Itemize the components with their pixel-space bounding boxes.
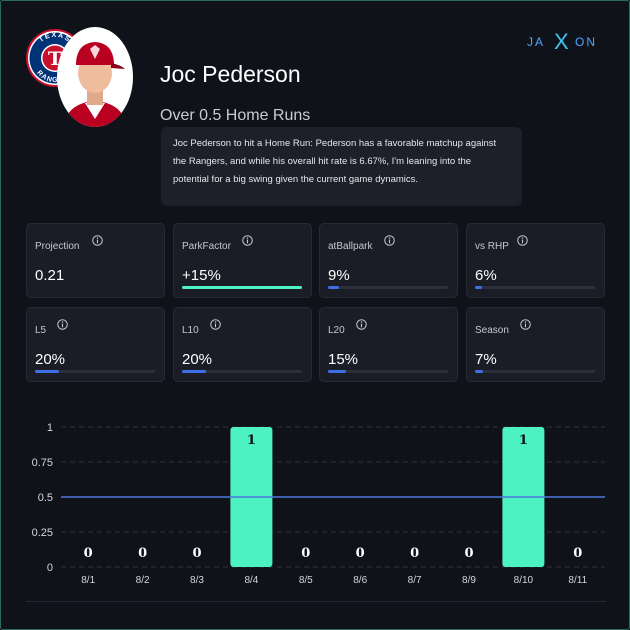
stat-label: vs RHP [475,241,509,252]
stat-value: 15% [328,351,359,368]
brand-right: ON [575,35,597,49]
stat-value: 6% [475,267,497,284]
stat-card-l5: L5 20% [26,307,165,382]
stat-label: Season [475,325,509,336]
stat-card-atballpark: atBallpark 9% [319,223,458,298]
stat-bar-track [328,370,448,373]
stat-label: L5 [35,325,47,336]
player-headshot [57,27,133,127]
analysis-text: Joc Pederson to hit a Home Run: Pederson… [161,127,522,206]
svg-text:TEXAS: TEXAS [38,32,72,44]
stat-label: L10 [182,325,199,336]
stat-card-vs-rhp: vs RHP 6% [466,223,605,298]
stat-label: Projection [35,241,80,252]
y-tick-label: 0.75 [32,457,53,469]
stat-value: 0.21 [35,267,65,284]
stat-label: ParkFactor [182,241,231,252]
stat-bar-fill [328,286,339,289]
x-tick-label: 8/10 [514,575,534,586]
info-icon[interactable] [384,235,395,246]
stat-value: 9% [328,267,350,284]
y-tick-label: 0.25 [32,527,53,539]
data-label: 0 [356,546,365,561]
stat-bar-track [475,370,595,373]
stat-bar-track [35,370,155,373]
brand-mid: X [554,29,569,53]
stat-bar-track [475,286,595,289]
stat-value: 7% [475,351,497,368]
jaxon-logo: JA X ON [527,29,597,53]
stat-card-parkfactor: ParkFactor +15% [173,223,312,298]
data-label: 0 [84,546,93,561]
home-run-history-chart: 00.250.50.75108/108/208/318/408/508/608/… [32,422,605,586]
y-tick-label: 0 [47,562,53,574]
stat-bar-track [182,370,302,373]
stat-label: L20 [328,325,345,336]
player-name: Joc Pederson [160,61,301,87]
stat-bar-track [182,286,302,289]
stat-card-l20: L20 15% [319,307,458,382]
x-tick-label: 8/7 [408,575,422,586]
data-label: 1 [247,433,256,448]
info-icon[interactable] [210,319,221,330]
stat-bar-fill [182,370,206,373]
data-label: 0 [410,546,419,561]
info-icon[interactable] [517,235,528,246]
y-tick-label: 0.5 [38,492,53,504]
stat-card-l10: L10 20% [173,307,312,382]
info-icon[interactable] [356,319,367,330]
data-label: 0 [301,546,310,561]
info-icon[interactable] [242,235,253,246]
stat-bar-fill [328,370,346,373]
x-tick-label: 8/5 [299,575,313,586]
y-tick-label: 1 [47,422,53,434]
info-icon[interactable] [92,235,103,246]
data-label: 0 [192,546,201,561]
stat-value: +15% [182,267,221,284]
stat-bar-track [328,286,448,289]
logo-top-text: TEXAS [38,32,71,44]
x-tick-label: 8/3 [190,575,204,586]
x-tick-label: 8/2 [136,575,150,586]
stat-label: atBallpark [328,241,373,252]
x-tick-label: 8/1 [81,575,95,586]
info-icon[interactable] [520,319,531,330]
brand-left: JA [527,35,545,49]
stat-bar-fill [475,286,483,289]
stat-card-season: Season 7% [466,307,605,382]
stat-value: 20% [182,351,213,368]
data-label: 0 [464,546,473,561]
x-tick-label: 8/9 [462,575,476,586]
data-label: 1 [519,433,528,448]
data-label: 0 [138,546,147,561]
stat-bar-fill [182,286,302,289]
stat-card-projection: Projection 0.21 [26,223,165,298]
stat-value: 20% [35,351,66,368]
data-label: 0 [573,546,582,561]
bottom-divider [26,601,606,602]
x-tick-label: 8/4 [244,575,258,586]
stat-bar-fill [35,370,59,373]
market-title: Over 0.5 Home Runs [160,107,311,124]
x-tick-label: 8/11 [568,575,587,586]
info-icon[interactable] [57,319,68,330]
stat-bar-fill [475,370,484,373]
x-tick-label: 8/6 [353,575,367,586]
